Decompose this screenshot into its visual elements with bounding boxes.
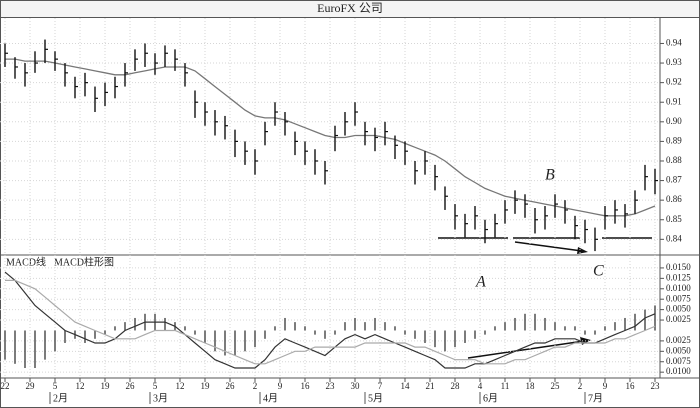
x-tick-label: 28 [451, 381, 461, 391]
y-tick-label: 0.88 [666, 155, 682, 165]
x-tick-label: 2 [578, 381, 583, 391]
x-tick-label: 19 [201, 381, 211, 391]
x-tick-label: 14 [401, 381, 411, 391]
x-tick-label: 30 [351, 381, 361, 391]
x-tick-label: 29 [26, 381, 36, 391]
macd-line [5, 279, 656, 365]
y-tick-label: 0.86 [666, 194, 682, 204]
y-tick-label: 0.0100 [666, 366, 691, 376]
y-tick-label: 0.85 [666, 214, 682, 224]
annotation: A [475, 274, 486, 291]
x-tick-label: 26 [226, 381, 236, 391]
x-tick-label: 12 [176, 381, 185, 391]
x-tick-label: 12 [76, 381, 85, 391]
y-tick-label: 0.84 [666, 233, 682, 243]
trend-arrow [514, 241, 583, 252]
x-tick-label: 16 [626, 381, 636, 391]
month-label: 5月 [368, 392, 383, 404]
x-tick-label: 2 [253, 381, 258, 391]
x-tick-label: 11 [501, 381, 510, 391]
x-tick-label: 21 [426, 381, 435, 391]
chart-title: EuroFX 公司 [317, 1, 383, 15]
y-tick-label: 0.0100 [666, 283, 691, 293]
annotation: B [545, 167, 555, 184]
y-tick-label: 0.87 [666, 175, 682, 185]
x-tick-label: 23 [326, 381, 336, 391]
moving-average [5, 58, 656, 217]
x-tick-label: 22 [1, 381, 10, 391]
panel-label: MACD线 [6, 255, 46, 268]
trend-arrow [467, 340, 585, 359]
annotation: C [593, 263, 604, 280]
y-tick-label: 0.0050 [666, 304, 691, 314]
x-tick-label: 25 [551, 381, 561, 391]
y-tick-label: 0.94 [666, 38, 682, 48]
y-tick-label: 0.92 [666, 77, 682, 87]
panel-label: MACD柱形图 [54, 255, 114, 268]
x-tick-label: 4 [478, 381, 483, 391]
y-tick-label: 0.91 [666, 96, 682, 106]
x-tick-label: 18 [526, 381, 536, 391]
y-tick-label: 0.0125 [666, 272, 691, 282]
y-tick-label: 0.90 [666, 116, 682, 126]
x-tick-label: 5 [53, 381, 58, 391]
x-tick-label: 9 [278, 381, 283, 391]
y-tick-label: 0.0025 [666, 335, 691, 345]
x-tick-label: 19 [101, 381, 111, 391]
x-tick-label: 16 [301, 381, 311, 391]
macd-line [4, 271, 656, 369]
y-tick-label: 0.89 [666, 135, 682, 145]
month-label: 6月 [483, 392, 498, 404]
month-label: 7月 [588, 392, 603, 404]
x-tick-label: 9 [603, 381, 608, 391]
x-tick-label: 23 [651, 381, 661, 391]
month-label: 3月 [153, 392, 168, 404]
x-tick-label: 5 [153, 381, 158, 391]
y-tick-label: 0.0075 [666, 356, 691, 366]
y-tick-label: 0.0075 [666, 293, 691, 303]
month-label: 2月 [53, 392, 68, 404]
annotation-lines [438, 237, 652, 359]
x-tick-label: 26 [126, 381, 136, 391]
y-tick-label: 0.93 [666, 57, 682, 67]
y-tick-label: 0.0050 [666, 345, 691, 355]
y-tick-label: 0.0025 [666, 314, 691, 324]
month-label: 4月 [263, 392, 278, 404]
x-tick-label: 7 [378, 381, 383, 391]
y-tick-label: 0.0150 [666, 262, 691, 272]
